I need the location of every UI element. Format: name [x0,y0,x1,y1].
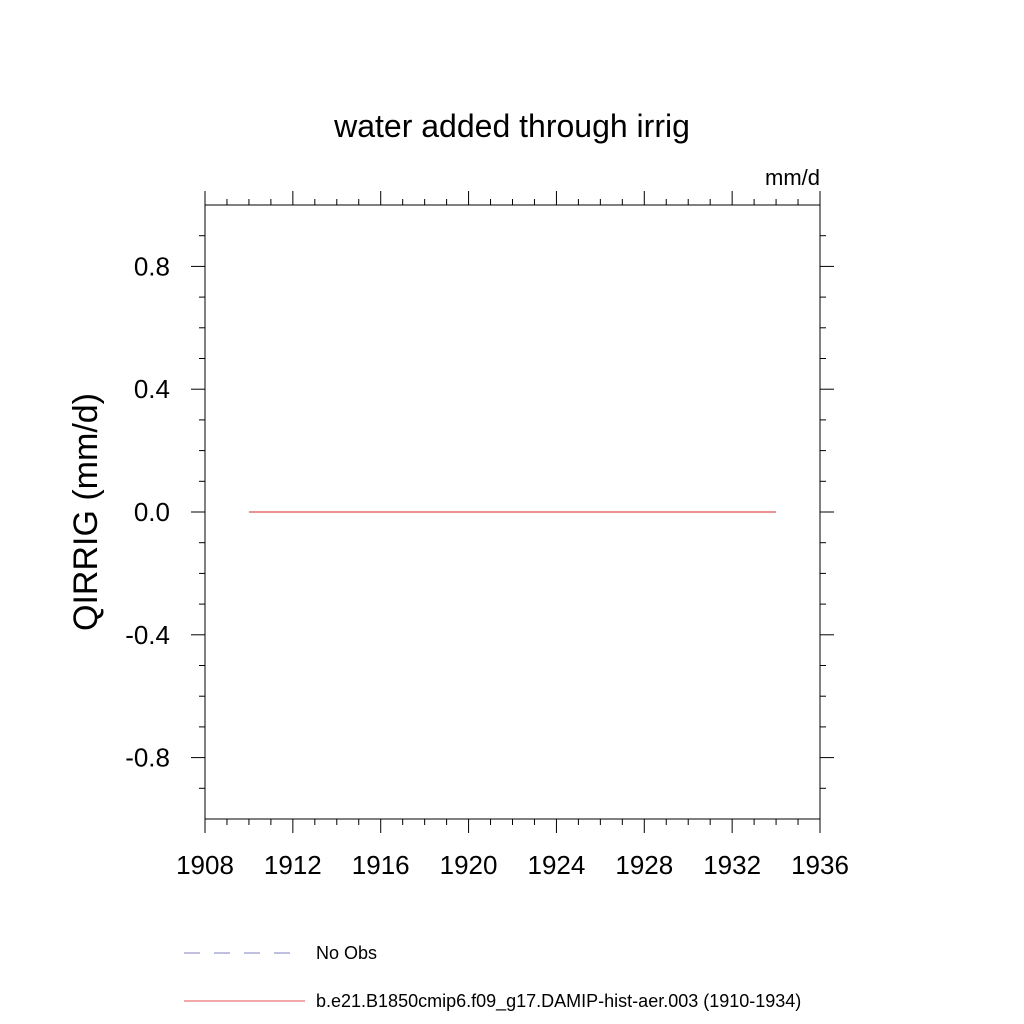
axis-ticks [191,191,834,833]
y-tick-label: 0.8 [134,251,170,281]
y-tick-label: -0.4 [125,620,170,650]
chart-title: water added through irrig [333,108,690,144]
y-axis-label: QIRRIG (mm/d) [67,393,105,631]
x-tick-label: 1924 [528,850,586,880]
y-tick-label: 0.4 [134,374,170,404]
x-tick-label: 1920 [440,850,498,880]
y-tick-label: -0.8 [125,743,170,773]
x-tick-label: 1928 [615,850,673,880]
legend-label: b.e21.B1850cmip6.f09_g17.DAMIP-hist-aer.… [316,991,801,1012]
units-label: mm/d [765,165,820,190]
legend: No Obs b.e21.B1850cmip6.f09_g17.DAMIP-his… [184,943,801,1012]
x-tick-label: 1916 [352,850,410,880]
axis-tick-labels: 1908 1912 1916 1920 1924 1928 1932 1936 -0.8 -0.4… [125,251,849,880]
x-tick-label: 1908 [176,850,234,880]
legend-label: No Obs [316,943,377,963]
x-tick-label: 1912 [264,850,322,880]
x-tick-label: 1936 [791,850,849,880]
y-tick-label: 0.0 [134,497,170,527]
x-tick-label: 1932 [703,850,761,880]
